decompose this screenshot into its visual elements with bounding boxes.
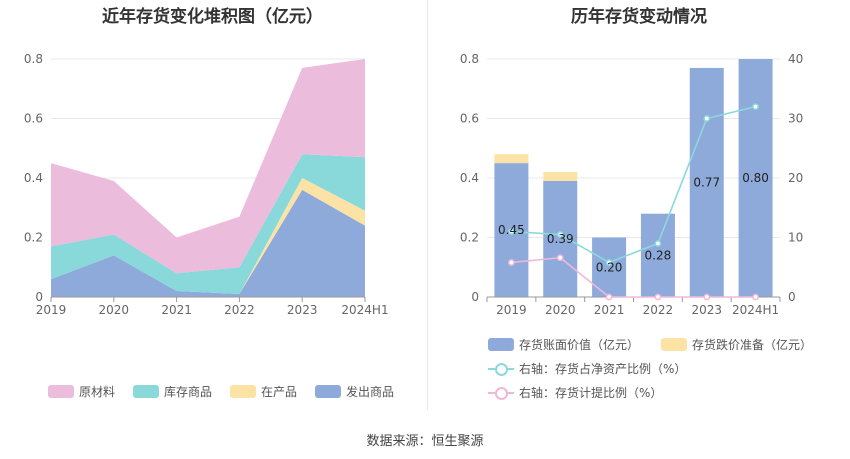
right-x-tick-label: 2023 bbox=[691, 303, 722, 317]
bar-data-label: 0.80 bbox=[742, 171, 769, 185]
right-y-tick-label: 0.4 bbox=[460, 171, 479, 185]
legend-label-finished-goods[interactable]: 库存商品 bbox=[164, 385, 213, 399]
bar-book-value bbox=[543, 180, 578, 297]
line-point bbox=[556, 254, 564, 262]
legend-swatch-finished-goods bbox=[133, 385, 160, 398]
left-y-tick-label: 0 bbox=[35, 290, 43, 304]
right-y-tick-label: 0.8 bbox=[460, 52, 479, 66]
legend-swatch-book-value bbox=[488, 338, 514, 351]
right-y2-tick-label: 0 bbox=[788, 290, 796, 304]
left-x-tick-label: 2020 bbox=[99, 303, 130, 317]
right-y2-tick-label: 40 bbox=[788, 52, 803, 66]
panel-divider bbox=[427, 0, 428, 410]
line-point bbox=[654, 240, 662, 247]
bar-data-label: 0.77 bbox=[693, 175, 720, 189]
line-series-右轴：存货计提比例（%） bbox=[511, 256, 756, 298]
legend-right-row3: 右轴：存货计提比例（%） bbox=[488, 384, 662, 401]
area-series-原材料 bbox=[51, 59, 365, 274]
legend-swatch-goods-shipped bbox=[315, 385, 342, 398]
bar-book-value bbox=[640, 213, 675, 297]
legend-line-icon-provision-ratio bbox=[488, 386, 514, 400]
line-point bbox=[752, 103, 759, 110]
left-x-tick-label: 2024H1 bbox=[341, 303, 388, 317]
left-chart-title: 近年存货变化堆积图（亿元） bbox=[102, 7, 323, 27]
line-point bbox=[703, 293, 711, 301]
bar-book-value bbox=[689, 67, 724, 297]
legend-right-row2: 右轴：存货占净资产比例（%） bbox=[488, 360, 686, 377]
line-point bbox=[508, 228, 515, 235]
line-point bbox=[556, 231, 564, 238]
right-y-tick-label: 0 bbox=[471, 290, 479, 304]
legend-label-impairment[interactable]: 存货跌价准备（亿元） bbox=[692, 338, 813, 352]
bar-data-label: 0.45 bbox=[498, 223, 525, 237]
legend-label-raw-materials[interactable]: 原材料 bbox=[79, 385, 116, 399]
left-x-tick-label: 2019 bbox=[36, 303, 67, 317]
line-point bbox=[508, 259, 515, 266]
line-series-右轴：存货占净资产比例（%） bbox=[511, 105, 756, 264]
legend-swatch-wip bbox=[230, 385, 257, 398]
line-point bbox=[752, 293, 759, 301]
legend-label-provision-ratio[interactable]: 右轴：存货计提比例（%） bbox=[519, 386, 663, 400]
right-y2-tick-label: 10 bbox=[788, 231, 803, 245]
left-x-tick-label: 2021 bbox=[161, 303, 192, 317]
legend-left: 原材料 库存商品 在产品 发出商品 bbox=[48, 383, 394, 400]
left-x-tick-label: 2023 bbox=[287, 303, 318, 317]
line-point bbox=[605, 293, 613, 301]
right-x-tick-label: 2021 bbox=[594, 303, 625, 317]
right-x-tick-label: 2020 bbox=[545, 303, 576, 317]
legend-label-wip[interactable]: 在产品 bbox=[261, 385, 298, 399]
area-series-发出商品 bbox=[51, 189, 365, 297]
legend-label-goods-shipped[interactable]: 发出商品 bbox=[346, 385, 395, 399]
area-series-库存商品 bbox=[51, 154, 365, 295]
legend-label-net-assets-ratio[interactable]: 右轴：存货占净资产比例（%） bbox=[519, 362, 687, 376]
right-y2-tick-label: 30 bbox=[788, 112, 803, 126]
right-x-tick-label: 2019 bbox=[496, 303, 527, 317]
left-x-tick-label: 2022 bbox=[224, 303, 255, 317]
legend-right-row1: 存货账面价值（亿元） 存货跌价准备（亿元） bbox=[488, 336, 812, 353]
bar-impairment bbox=[494, 154, 529, 164]
right-x-tick-label: 2024H1 bbox=[732, 303, 779, 317]
legend-swatch-raw-materials bbox=[48, 385, 74, 398]
right-y2-tick-label: 20 bbox=[788, 171, 803, 185]
bar-data-label: 0.39 bbox=[547, 232, 574, 246]
legend-swatch-impairment bbox=[661, 338, 688, 351]
bar-data-label: 0.20 bbox=[596, 260, 623, 274]
line-point bbox=[703, 115, 711, 122]
legend-line-icon-net-assets-ratio bbox=[488, 362, 514, 376]
bar-book-value bbox=[738, 59, 773, 297]
right-y-tick-label: 0.2 bbox=[460, 231, 479, 245]
left-y-tick-label: 0.8 bbox=[24, 52, 43, 66]
right-x-tick-label: 2022 bbox=[643, 303, 674, 317]
bar-data-label: 0.28 bbox=[645, 248, 672, 262]
legend-label-book-value[interactable]: 存货账面价值（亿元） bbox=[519, 338, 640, 352]
data-source-note: 数据来源：恒生聚源 bbox=[366, 434, 484, 449]
line-point bbox=[605, 259, 613, 266]
right-y-tick-label: 0.6 bbox=[460, 112, 479, 126]
line-point bbox=[654, 293, 662, 301]
bar-impairment bbox=[543, 172, 578, 181]
left-y-tick-label: 0.4 bbox=[24, 171, 43, 185]
left-y-tick-label: 0.2 bbox=[24, 231, 43, 245]
left-y-tick-label: 0.6 bbox=[24, 112, 43, 126]
right-chart-title: 历年存货变动情况 bbox=[571, 7, 707, 27]
